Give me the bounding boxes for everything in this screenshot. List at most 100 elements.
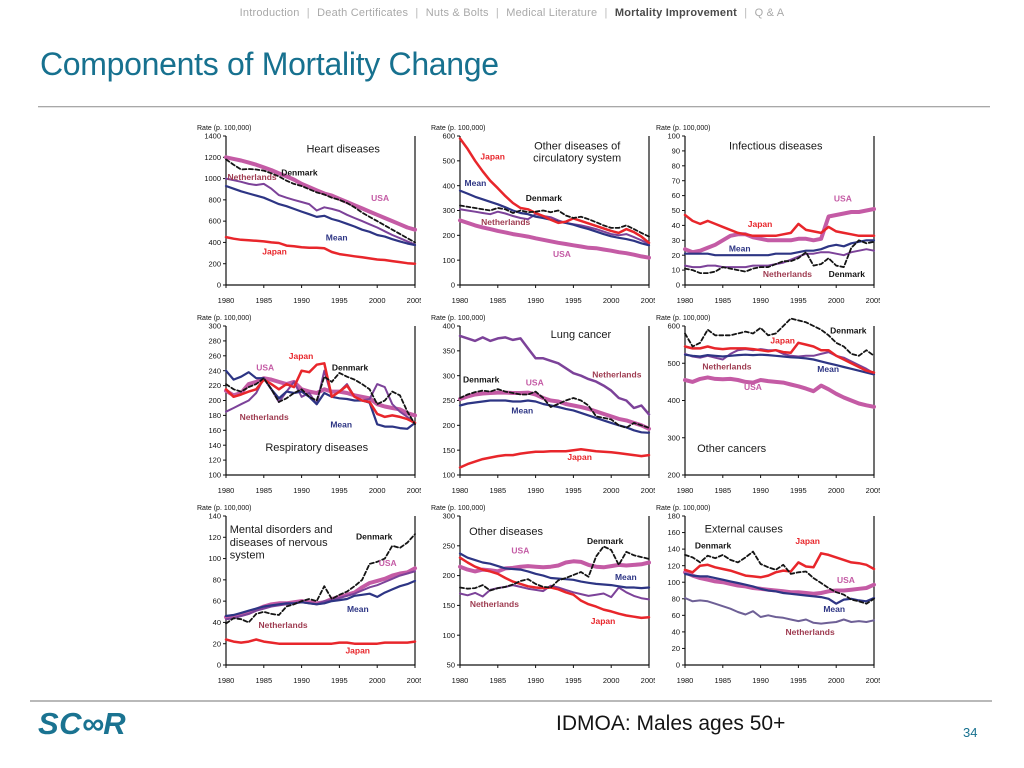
- svg-text:Denmark: Denmark: [587, 536, 624, 546]
- svg-text:Japan: Japan: [795, 536, 820, 546]
- svg-text:Heart diseases: Heart diseases: [306, 143, 380, 155]
- svg-text:1985: 1985: [489, 676, 506, 685]
- svg-text:Rate (p. 100,000): Rate (p. 100,000): [431, 125, 485, 132]
- svg-text:140: 140: [667, 545, 680, 554]
- svg-text:Respiratory diseases: Respiratory diseases: [265, 442, 368, 454]
- svg-text:USA: USA: [379, 558, 397, 568]
- svg-text:Japan: Japan: [289, 351, 314, 361]
- svg-text:system: system: [230, 550, 265, 562]
- svg-text:1990: 1990: [293, 486, 310, 495]
- svg-text:1990: 1990: [527, 486, 544, 495]
- svg-text:150: 150: [442, 446, 455, 455]
- svg-text:250: 250: [442, 541, 455, 550]
- svg-text:Rate (p. 100,000): Rate (p. 100,000): [656, 505, 710, 512]
- breadcrumb-separator: |: [601, 7, 611, 19]
- svg-text:1995: 1995: [790, 486, 807, 495]
- svg-text:1985: 1985: [714, 486, 731, 495]
- svg-text:40: 40: [672, 627, 680, 636]
- svg-text:200: 200: [667, 471, 680, 480]
- svg-text:180: 180: [667, 512, 680, 521]
- svg-text:Rate (p. 100,000): Rate (p. 100,000): [431, 315, 485, 322]
- breadcrumb: Introduction | Death Certificates | Nuts…: [0, 7, 1024, 19]
- svg-text:40: 40: [672, 221, 680, 230]
- svg-text:1990: 1990: [752, 676, 769, 685]
- svg-text:1990: 1990: [527, 296, 544, 305]
- svg-text:Netherlands: Netherlands: [786, 627, 835, 637]
- svg-text:120: 120: [208, 533, 221, 542]
- svg-text:Japan: Japan: [748, 219, 773, 229]
- svg-text:Mean: Mean: [330, 419, 352, 429]
- svg-text:200: 200: [442, 571, 455, 580]
- svg-text:60: 60: [672, 611, 680, 620]
- nav-item-q-a[interactable]: Q & A: [754, 7, 785, 19]
- svg-text:800: 800: [208, 195, 221, 204]
- svg-text:2000: 2000: [828, 676, 845, 685]
- svg-text:500: 500: [667, 359, 680, 368]
- svg-text:Japan: Japan: [591, 616, 616, 626]
- nav-item-introduction[interactable]: Introduction: [239, 7, 300, 19]
- svg-text:Infectious diseases: Infectious diseases: [729, 140, 823, 152]
- svg-text:1980: 1980: [218, 676, 235, 685]
- svg-text:1985: 1985: [489, 296, 506, 305]
- svg-text:Mean: Mean: [347, 604, 369, 614]
- svg-text:1985: 1985: [255, 486, 272, 495]
- svg-text:1990: 1990: [752, 296, 769, 305]
- svg-text:20: 20: [213, 639, 221, 648]
- svg-text:Rate (p. 100,000): Rate (p. 100,000): [656, 125, 710, 132]
- svg-text:300: 300: [442, 206, 455, 215]
- svg-text:2000: 2000: [603, 296, 620, 305]
- nav-item-mortality-improvement[interactable]: Mortality Improvement: [614, 7, 738, 19]
- svg-text:90: 90: [672, 147, 680, 156]
- svg-text:80: 80: [672, 161, 680, 170]
- svg-text:Japan: Japan: [262, 247, 287, 257]
- svg-text:100: 100: [442, 256, 455, 265]
- svg-text:USA: USA: [256, 363, 274, 373]
- svg-text:Rate (p. 100,000): Rate (p. 100,000): [197, 125, 251, 132]
- nav-item-death-certificates[interactable]: Death Certificates: [317, 7, 409, 19]
- nav-item-medical-literature[interactable]: Medical Literature: [506, 7, 598, 19]
- svg-text:250: 250: [442, 396, 455, 405]
- svg-text:USA: USA: [371, 193, 389, 203]
- svg-text:1995: 1995: [565, 296, 582, 305]
- svg-text:1995: 1995: [565, 676, 582, 685]
- svg-text:circulatory system: circulatory system: [533, 153, 621, 165]
- svg-text:Mean: Mean: [465, 178, 487, 188]
- svg-text:USA: USA: [834, 194, 852, 204]
- svg-text:Mean: Mean: [823, 604, 845, 614]
- svg-text:400: 400: [442, 322, 455, 331]
- chart-external-causes: Rate (p. 100,000) 0 20 40 60 80 100 120 140 160 18…: [655, 502, 882, 687]
- svg-text:1985: 1985: [714, 296, 731, 305]
- chart-respiratory: Rate (p. 100,000) 100 120 140 160 180 200 220 24…: [196, 312, 423, 497]
- footer-divider: [30, 700, 992, 702]
- svg-text:70: 70: [672, 176, 680, 185]
- svg-text:Rate (p. 100,000): Rate (p. 100,000): [197, 505, 251, 512]
- svg-text:Denmark: Denmark: [695, 540, 732, 550]
- svg-text:1990: 1990: [752, 486, 769, 495]
- svg-text:USA: USA: [837, 575, 855, 585]
- nav-item-nuts-bolts[interactable]: Nuts & Bolts: [425, 7, 489, 19]
- svg-text:1000: 1000: [204, 174, 221, 183]
- svg-text:Japan: Japan: [567, 452, 592, 462]
- svg-text:0: 0: [676, 661, 680, 670]
- svg-text:1990: 1990: [293, 676, 310, 685]
- svg-text:140: 140: [208, 441, 221, 450]
- svg-text:Denmark: Denmark: [829, 269, 866, 279]
- chart-other-diseases: Rate (p. 100,000) 50 100 150 200 250 300 1980 19…: [430, 502, 657, 687]
- svg-text:600: 600: [442, 132, 455, 141]
- svg-text:100: 100: [442, 631, 455, 640]
- svg-text:Netherlands: Netherlands: [702, 362, 751, 372]
- svg-text:120: 120: [208, 456, 221, 465]
- svg-text:100: 100: [208, 471, 221, 480]
- svg-text:2000: 2000: [369, 486, 386, 495]
- breadcrumb-separator: |: [303, 7, 314, 19]
- chart-infectious: Rate (p. 100,000) 0 10 20 30 40 50 60 70 80 90 100 1…: [655, 122, 882, 307]
- svg-text:260: 260: [208, 351, 221, 360]
- svg-text:1995: 1995: [790, 676, 807, 685]
- svg-text:80: 80: [213, 575, 221, 584]
- svg-text:1995: 1995: [331, 486, 348, 495]
- svg-text:1980: 1980: [452, 486, 469, 495]
- infinity-icon: ∞: [82, 706, 104, 741]
- svg-text:USA: USA: [744, 382, 762, 392]
- svg-text:2005: 2005: [407, 296, 421, 305]
